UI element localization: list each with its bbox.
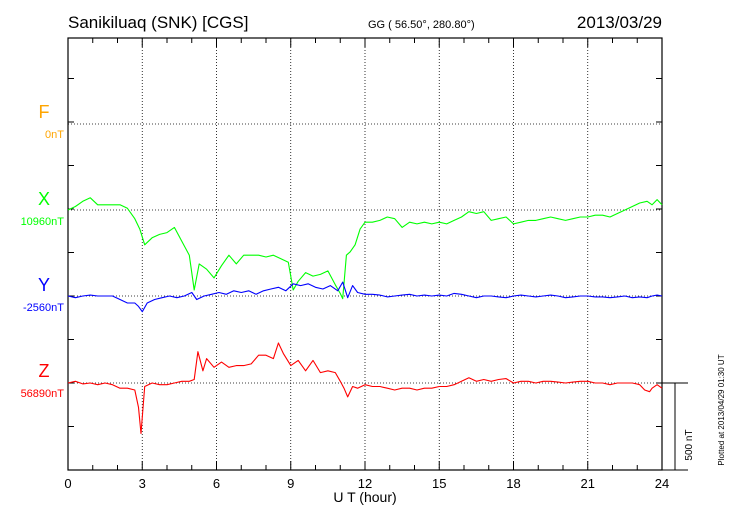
x-tick-label: 21 <box>581 476 595 491</box>
series-baseline-z: 56890nT <box>21 388 65 400</box>
coordinates-label: GG ( 56.50°, 280.80°) <box>368 19 475 31</box>
data-lines <box>67 197 663 435</box>
x-tick-label: 9 <box>287 476 294 491</box>
x-tick-label: 12 <box>358 476 372 491</box>
plotted-timestamp: Plotted at 2013/04/29 01:30 UT <box>717 354 726 465</box>
series-line-y <box>67 281 663 313</box>
scale-bar <box>662 382 688 471</box>
series-baseline-f: 0nT <box>45 129 64 141</box>
series-line-x <box>67 197 663 300</box>
date-label: 2013/03/29 <box>577 13 662 32</box>
x-tick-label: 3 <box>139 476 146 491</box>
x-tick-label: 24 <box>655 476 669 491</box>
x-tick-label: 6 <box>213 476 220 491</box>
series-name-y: Y <box>38 275 50 295</box>
series-labels: F 0nT X 10960nT Y -2560nT Z 56890nT <box>21 102 65 400</box>
grid-lines <box>68 38 662 470</box>
x-tick-labels: 0 3 6 9 12 15 18 21 24 <box>64 476 669 491</box>
series-name-z: Z <box>39 361 50 381</box>
x-axis-label: U T (hour) <box>333 489 396 505</box>
series-name-f: F <box>39 102 50 122</box>
scale-bar-label: 500 nT <box>684 429 695 460</box>
x-tick-label: 0 <box>64 476 71 491</box>
x-tick-label: 18 <box>506 476 520 491</box>
x-tick-label: 15 <box>432 476 446 491</box>
series-name-x: X <box>38 189 50 209</box>
station-title: Sanikiluaq (SNK) [CGS] <box>68 13 248 32</box>
series-baseline-x: 10960nT <box>21 216 65 228</box>
series-line-z <box>67 342 663 435</box>
series-baseline-y: -2560nT <box>23 302 64 314</box>
